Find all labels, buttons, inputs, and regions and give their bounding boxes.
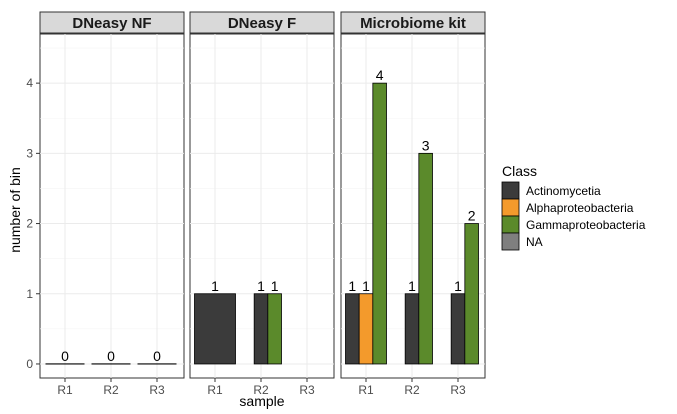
- bar-label: 0: [153, 348, 161, 364]
- bar: [404, 293, 420, 365]
- legend-label: Actinomycetia: [526, 184, 601, 198]
- legend-label: Alphaproteobacteria: [526, 201, 634, 215]
- bar-label: 0: [107, 348, 115, 364]
- x-tick-label: R3: [149, 383, 165, 397]
- panel-background: [39, 33, 185, 379]
- bar: [194, 293, 236, 365]
- y-axis-title: number of bin: [7, 167, 23, 253]
- legend-key: [501, 215, 520, 234]
- bar: [450, 293, 466, 365]
- bar-label: 1: [348, 278, 356, 294]
- bar-label: 1: [271, 278, 279, 294]
- x-tick-label: R2: [404, 383, 420, 397]
- legend-label: Gammaproteobacteria: [526, 218, 646, 232]
- bar: [267, 293, 282, 365]
- legend-title: Class: [502, 163, 537, 179]
- bar-label: 1: [257, 278, 265, 294]
- x-tick-label: R3: [450, 383, 466, 397]
- legend: Class Actinomycetia Alphaproteobacteria Gam…: [501, 163, 646, 251]
- bar-label: 1: [362, 278, 370, 294]
- x-tick-label: R1: [57, 383, 73, 397]
- bar: [253, 293, 269, 365]
- y-tick-label: 0: [26, 357, 33, 371]
- bar: [345, 293, 360, 365]
- x-tick-label: R3: [299, 383, 315, 397]
- bar-label: 1: [408, 278, 416, 294]
- y-tick-label: 4: [26, 76, 33, 90]
- x-tick-label: R1: [358, 383, 374, 397]
- y-tick-label: 1: [26, 287, 33, 301]
- facet-strip: [189, 11, 335, 34]
- bar: [358, 293, 374, 365]
- legend-label: NA: [526, 235, 543, 249]
- bar-label: 4: [376, 67, 384, 83]
- y-tick-label: 3: [26, 146, 33, 160]
- bar-label: 1: [454, 278, 462, 294]
- facet-title: Microbiome kit: [360, 15, 466, 32]
- facet-strip: [340, 11, 486, 34]
- bar: [372, 82, 387, 365]
- bar: [418, 152, 433, 365]
- x-tick-label: R1: [207, 383, 223, 397]
- x-tick-label: R2: [103, 383, 119, 397]
- legend-key: [501, 232, 520, 251]
- bar-label: 2: [468, 208, 476, 224]
- x-tick-label: R2: [253, 383, 269, 397]
- bar-label: 3: [422, 137, 430, 153]
- facet-title: DNeasy F: [228, 15, 296, 32]
- facet-panel: DNeasy NF 0 0 0 R1 R2 R3: [39, 11, 185, 397]
- facet-title: DNeasy NF: [72, 15, 151, 32]
- legend-key: [501, 198, 520, 217]
- bar-label: 0: [61, 348, 69, 364]
- legend-key: [501, 181, 520, 200]
- y-axis: 0 1 2 3 4: [26, 76, 40, 371]
- facet-strip: [39, 11, 185, 34]
- facet-panel: DNeasy F1 1 1R1 R2 R3: [189, 11, 335, 397]
- bar-label: 1: [211, 278, 219, 294]
- x-axis-title: sample: [239, 393, 284, 409]
- y-tick-label: 2: [26, 217, 33, 231]
- bar: [464, 223, 479, 365]
